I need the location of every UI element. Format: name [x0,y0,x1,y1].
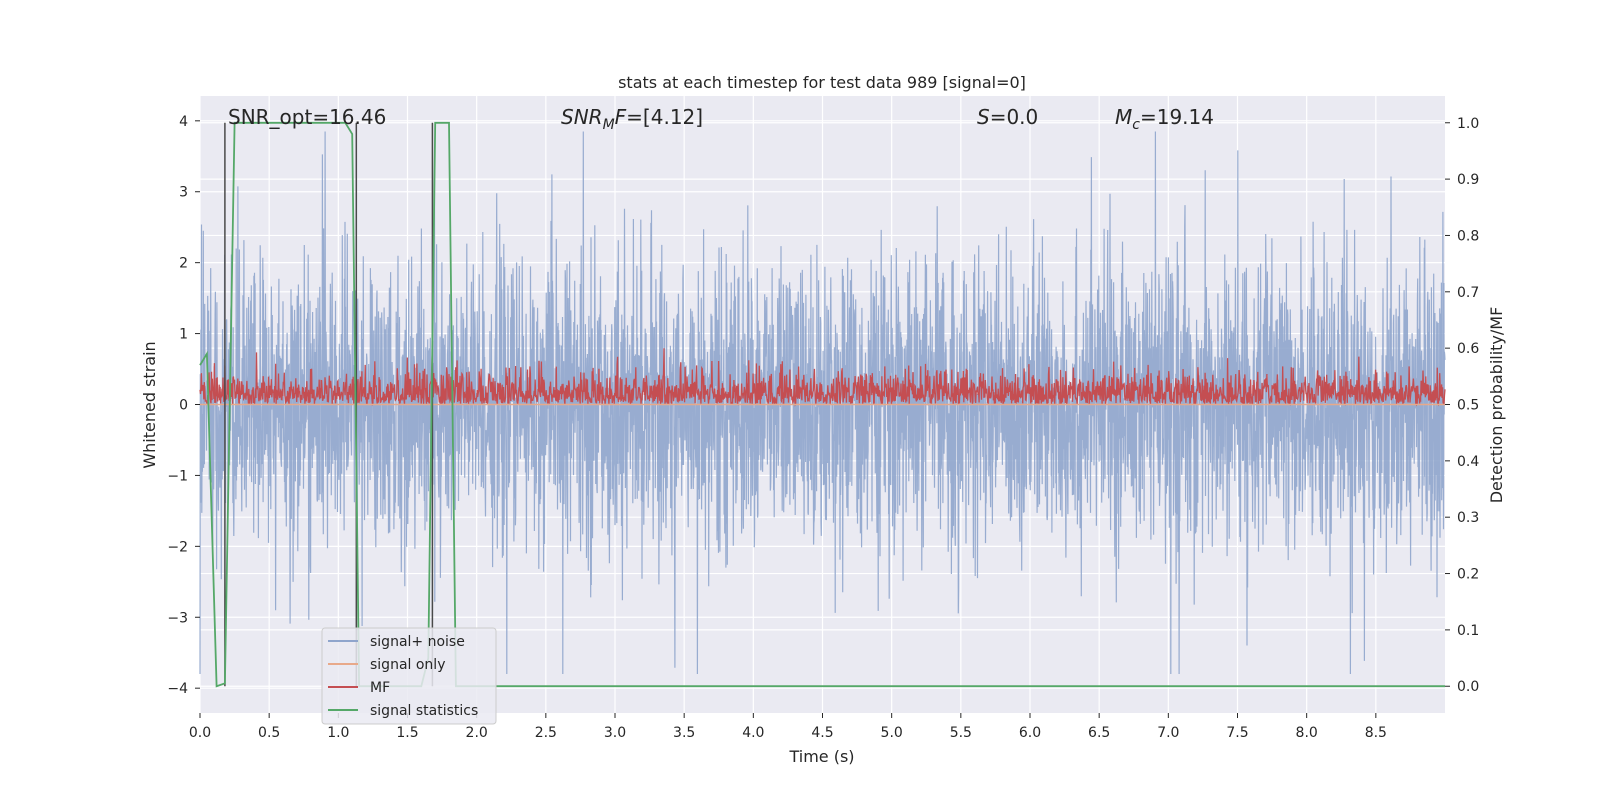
x-tick-label: 3.5 [673,725,695,741]
y2-axis-ticks: 0.0 0.1 0.2 0.3 0.4 0.5 0.6 0.7 0.8 0.9 1.0 [1445,116,1479,695]
x-tick-label: 4.5 [811,725,833,741]
y2-tick-label: 0.0 [1457,679,1479,695]
series-mf [199,348,1446,407]
mf-line [199,348,1446,407]
y-tick-label: −4 [167,681,188,697]
x-tick-label: 6.5 [1088,725,1110,741]
y-axis-label: Whitened strain [140,341,159,468]
x-tick-label: 8.5 [1365,725,1387,741]
chart-title: stats at each timestep for test data 989… [618,73,1026,92]
x-tick-label: 0.5 [258,725,280,741]
legend-label-signal-only: signal only [370,657,445,673]
x-tick-label: 7.0 [1157,725,1179,741]
legend-box [321,627,497,725]
y-tick-label: 2 [179,256,188,272]
s-symbol: S [977,105,990,129]
x-tick-label: 3.0 [604,725,626,741]
mc-symbol: M [1115,105,1132,129]
x-tick-label: 7.5 [1226,725,1248,741]
legend-label-mf: MF [370,680,390,696]
annotation-s: S=0.0 [977,105,1038,129]
annotation-snr-mf: SNRMF=[4.12] [561,105,703,133]
annotation-mc: Mc=19.14 [1115,105,1214,133]
y2-tick-label: 1.0 [1457,116,1479,132]
legend-label-signal-noise: signal+ noise [370,634,465,650]
y2-tick-label: 0.7 [1457,285,1479,301]
x-tick-label: 2.5 [535,725,557,741]
y2-tick-label: 0.6 [1457,341,1479,357]
x-tick-label: 6.0 [1019,725,1041,741]
x-tick-label: 4.0 [742,725,764,741]
y-tick-label: 4 [179,114,188,130]
y-tick-label: 3 [179,185,188,201]
snr-mf-symbol: SNR [561,105,603,129]
x-axis-ticks: 0.0 0.5 1.0 1.5 2.0 2.5 3.0 3.5 4.0 4.5 5.0 5.5 6.0 6… [189,713,1387,741]
y-axis-ticks: −4 −3 −2 −1 0 1 2 3 4 [167,114,200,697]
mc-value: =19.14 [1140,105,1214,129]
y-tick-label: 0 [179,398,188,414]
y2-tick-label: 0.2 [1457,567,1479,583]
y2-tick-label: 0.1 [1457,623,1479,639]
y-tick-label: −2 [167,539,188,555]
y2-tick-label: 0.4 [1457,454,1479,470]
s-value: =0.0 [990,105,1039,129]
x-tick-label: 5.0 [881,725,903,741]
y2-axis-label: Detection probability/MF [1487,307,1506,504]
y2-tick-label: 0.5 [1457,398,1479,414]
snr-mf-rest-f: F [615,105,627,129]
x-tick-label: 1.5 [396,725,418,741]
annotation-snr-opt: SNR_opt=16.46 [228,105,386,129]
snr-mf-value: =[4.12] [626,105,703,129]
snr-mf-subscript: M [603,117,615,133]
x-tick-label: 5.5 [950,725,972,741]
x-tick-label: 0.0 [189,725,211,741]
legend-label-signal-statistics: signal statistics [370,703,478,719]
mc-subscript: c [1132,117,1140,133]
y2-tick-label: 0.8 [1457,228,1479,244]
x-tick-label: 8.0 [1296,725,1318,741]
y-tick-label: 1 [179,327,188,343]
legend: signal+ noise signal only MF signal stat… [321,627,497,725]
x-axis-label: Time (s) [788,747,854,766]
y-tick-label: −1 [167,468,188,484]
y2-tick-label: 0.3 [1457,510,1479,526]
x-tick-label: 2.0 [466,725,488,741]
x-tick-label: 1.0 [327,725,349,741]
y2-tick-label: 0.9 [1457,172,1479,188]
y-tick-label: −3 [167,610,188,626]
